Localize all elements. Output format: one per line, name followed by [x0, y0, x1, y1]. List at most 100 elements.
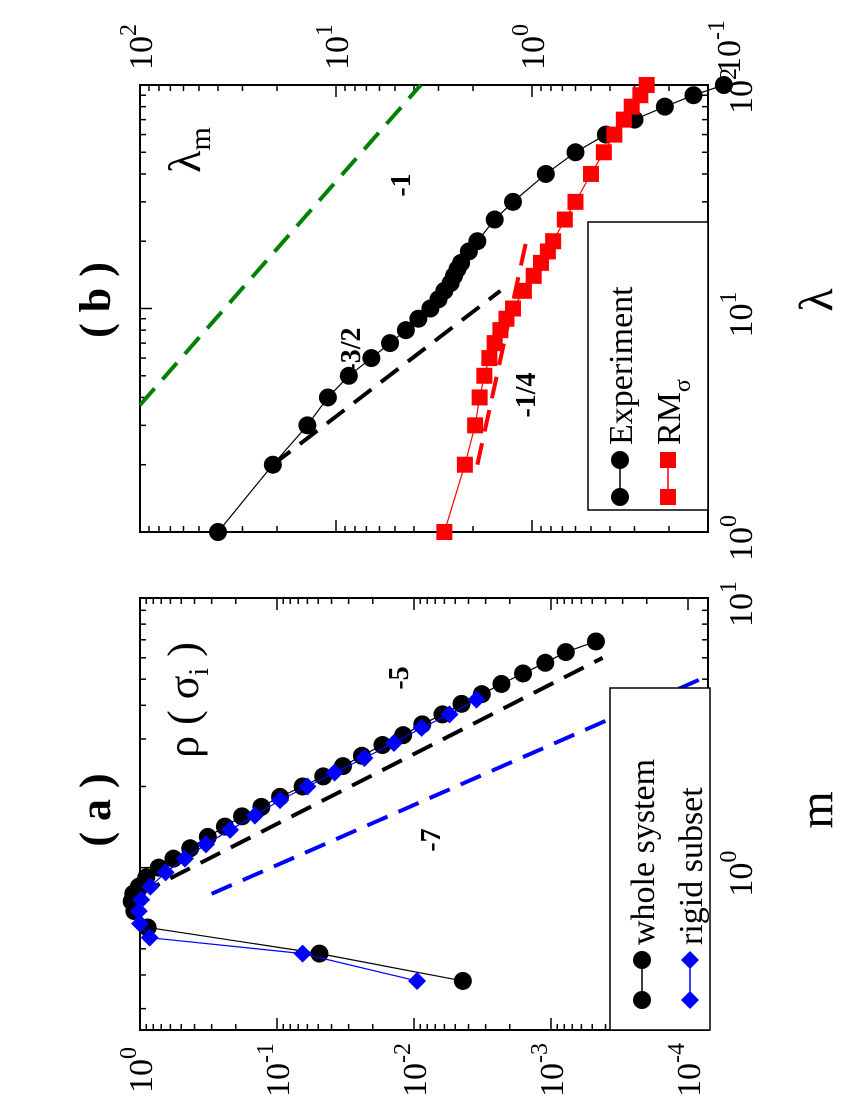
data-point: [221, 820, 240, 839]
y-tick-label-0: 10-3: [527, 1043, 571, 1097]
data-point: [156, 863, 175, 882]
legend-a-marker-0: [633, 991, 651, 1009]
data-point: [714, 76, 733, 94]
guide-line-0-0: [139, 656, 604, 896]
y-tick-label-1-exponent: 0: [508, 24, 534, 36]
guide-line-1-1: [271, 289, 502, 467]
data-point: [583, 165, 600, 182]
data-point: [384, 733, 403, 752]
x-axis-label-b: λ: [790, 288, 843, 312]
guide-label-b-1-text: -3/2: [336, 327, 367, 372]
y-tick-label-0-base: 10: [260, 1063, 297, 1097]
data-point: [381, 334, 400, 353]
guide-label-a-0-text: -5: [384, 666, 415, 689]
x-axis-label-a-text: m: [790, 791, 843, 828]
data-point: [525, 267, 542, 284]
x-tick-label-0: 100: [716, 851, 760, 897]
data-point: [298, 416, 317, 435]
x-tick-label-0-exponent: 1: [716, 581, 742, 593]
y-tick-label-1-exponent: -1: [704, 20, 730, 40]
y-tick-label-0-text: 100: [116, 1047, 160, 1093]
legend-b-box: [587, 221, 709, 511]
x-tick-label-0-exponent: 0: [716, 851, 742, 863]
guide-line-1-0: [138, 83, 423, 407]
data-point: [684, 86, 703, 105]
data-point: [325, 763, 344, 782]
panel-label-a-text: ( a ): [71, 773, 120, 846]
y-tick-label-0-exponent: -1: [253, 1043, 279, 1063]
legend-a-box: [609, 687, 711, 1031]
legend-b-marker2-1: [660, 452, 676, 468]
legend-a-label-1: rigid subset: [673, 787, 710, 945]
legend-a-label-text-1: rigid subset: [673, 787, 710, 945]
data-point: [471, 389, 488, 406]
x-tick-label-1-base: 10: [723, 80, 760, 114]
y-tick-label-1-base: 10: [319, 36, 356, 70]
legend-b: Experiment RMσ: [587, 221, 709, 511]
y-tick-label-1: 102: [116, 24, 160, 70]
y-tick-label-0-exponent: -4: [664, 1043, 690, 1063]
y-tick-label-1: 101: [312, 24, 356, 70]
title-b-subscript: m: [184, 127, 217, 150]
data-point: [310, 944, 329, 963]
y-tick-label-0-text: 10-1: [253, 1043, 297, 1097]
legend-b-label-text-1: RMσ: [651, 379, 696, 445]
y-tick-label-0-base: 10: [534, 1063, 571, 1097]
data-point: [245, 806, 264, 825]
y-tick-label-1-text: 102: [116, 24, 160, 70]
y-tick-label-1: 10-1: [704, 20, 748, 74]
legend-a: whole system rigid subset: [609, 687, 711, 1031]
panel-label-b-text: ( b ): [71, 262, 120, 338]
legend-b-marker-0: [611, 488, 629, 506]
data-point: [504, 192, 523, 211]
legend-a-label-text-0: whole system: [625, 759, 662, 945]
data-point: [481, 350, 498, 367]
y-tick-label-1-text: 101: [312, 24, 356, 70]
guide-label-b-0-text: -1: [386, 173, 417, 196]
chart-title-b-text: λm: [159, 127, 217, 173]
title-a-main: ρ ( σ: [159, 675, 208, 758]
data-point: [486, 335, 503, 352]
data-point: [298, 777, 317, 796]
guide-label-a-1-text: -7: [416, 828, 447, 851]
x-tick-label-0-base: 10: [723, 863, 760, 897]
data-point: [409, 309, 428, 328]
panel-label-b: ( b ): [71, 262, 120, 338]
y-tick-label-1-base: 10: [711, 40, 748, 74]
x-tick-label-1: 102: [716, 68, 760, 114]
data-point: [467, 417, 484, 434]
title-b-main: λ: [159, 150, 210, 173]
plot-area-0: [122, 632, 702, 990]
y-tick-label-1-text: 10-1: [704, 20, 748, 74]
legend-b-label-0: Experiment: [603, 286, 640, 445]
data-point: [485, 210, 504, 229]
guide-label-b-2-text: -1/4: [511, 372, 542, 417]
y-tick-label-0: 10-1: [253, 1043, 297, 1097]
panel-label-a: ( a ): [71, 773, 120, 846]
legend-b-label-1: RMσ: [651, 379, 696, 445]
y-tick-label-0-exponent: -2: [390, 1043, 416, 1063]
x-axis-label-a: m: [790, 791, 843, 828]
guide-label-b-1: -3/2: [336, 327, 367, 372]
chart-title-a: ρ ( σi ): [159, 642, 215, 758]
x-tick-label-0-text: 100: [716, 851, 760, 897]
x-tick-label-1: 100: [716, 515, 760, 561]
data-point: [536, 164, 555, 183]
legend-a-marker2-0: [633, 951, 651, 969]
legend-b-label-main-1: RM: [651, 392, 688, 445]
data-point: [208, 523, 227, 541]
data-point: [339, 366, 358, 385]
legend-b-marker-1: [660, 489, 676, 505]
y-tick-label-1-text: 100: [508, 24, 552, 70]
data-point: [452, 694, 471, 713]
data-point: [396, 321, 415, 340]
y-tick-label-1-exponent: 1: [312, 24, 338, 36]
data-point: [453, 971, 472, 990]
guide-label-a-1: -7: [416, 828, 447, 851]
y-tick-label-0: 10-4: [664, 1043, 708, 1097]
data-point: [515, 282, 532, 299]
chart-title-b: λm: [159, 127, 217, 173]
title-a-close: ): [159, 642, 208, 668]
